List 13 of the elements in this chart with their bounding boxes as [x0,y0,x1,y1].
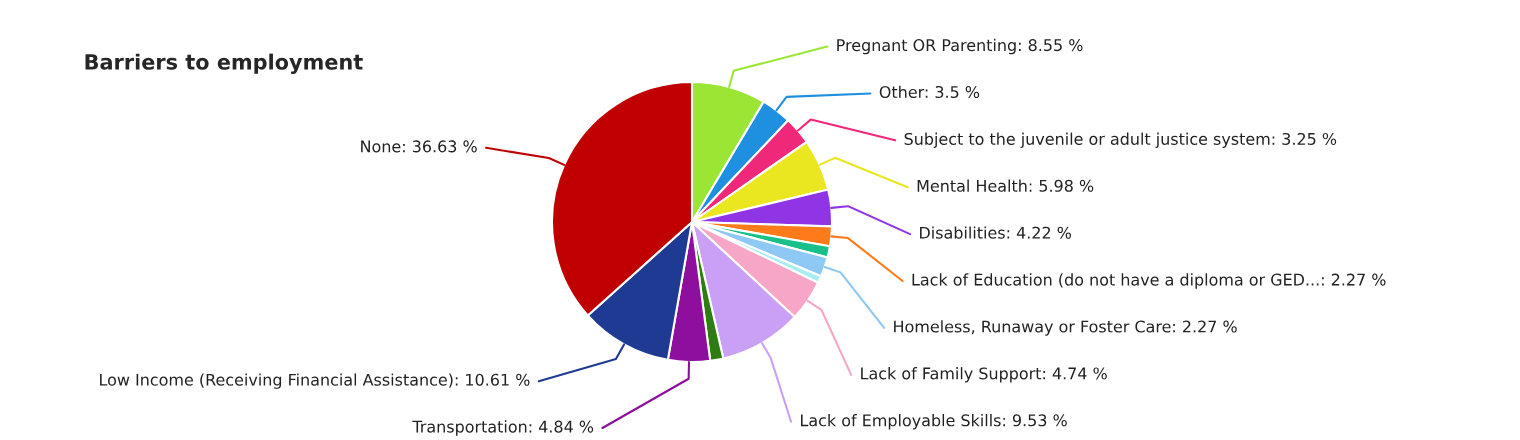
slice-label: Pregnant OR Parenting: 8.55 % [837,38,1083,55]
slice-label: Lack of Employable Skills: 9.53 % [801,414,1067,430]
slice-label: Lack of Family Support: 4.74 % [861,367,1107,383]
slice-label: Disabilities: 4.22 % [920,226,1072,239]
slice-label: None: 36.63 % [361,140,477,153]
slice-label: Other: 3.5 % [879,85,980,99]
slice-label: Lack of Education (do not have a diploma or GED...: 2.27 % [912,273,1386,289]
slice-label: Mental Health: 5.98 % [917,179,1094,192]
text: Barriers to employment [85,53,363,74]
slice-label: Subject to the juvenile or adult justice system: 3.25 % [904,132,1337,149]
slice-label: Homeless, Runaway or Foster Care: 2.27 % [894,320,1237,336]
slice-label: Transportation: 4.84 % [412,420,594,436]
slice-label: Low Income (Receiving Financial Assistance): 10.61 % [100,373,530,389]
